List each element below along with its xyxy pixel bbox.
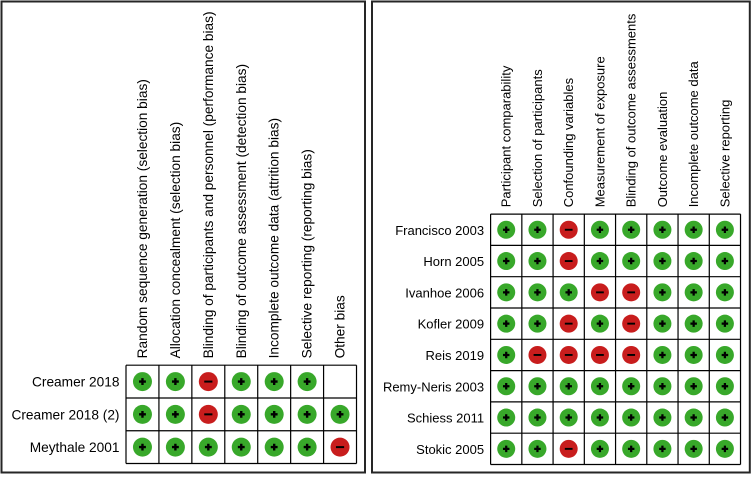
svg-text:Ivanhoe 2006: Ivanhoe 2006 xyxy=(405,285,484,300)
svg-text:Blinding of participants and p: Blinding of participants and personnel (… xyxy=(201,11,216,358)
svg-text:Blinding of outcome assessment: Blinding of outcome assessment (detectio… xyxy=(234,64,249,358)
svg-text:Schiess 2011: Schiess 2011 xyxy=(407,411,484,426)
svg-text:Reis 2019: Reis 2019 xyxy=(426,348,485,363)
svg-text:Remy-Neris 2003: Remy-Neris 2003 xyxy=(383,379,484,394)
svg-text:Horn 2005: Horn 2005 xyxy=(423,254,484,269)
svg-text:Selective reporting: Selective reporting xyxy=(717,100,732,208)
svg-text:Creamer 2018 (2): Creamer 2018 (2) xyxy=(11,407,119,422)
svg-text:Allocation concealment (select: Allocation concealment (selection bias) xyxy=(168,122,183,359)
svg-text:Participant comparability: Participant comparability xyxy=(499,65,514,207)
svg-text:Meythale 2001: Meythale 2001 xyxy=(30,440,120,455)
svg-text:Stokic 2005: Stokic 2005 xyxy=(416,442,484,457)
svg-text:Blinding of outcome assessment: Blinding of outcome assessments xyxy=(624,13,639,207)
svg-text:Selective reporting (reporting: Selective reporting (reporting bias) xyxy=(300,149,315,358)
svg-text:Confounding variables: Confounding variables xyxy=(561,77,576,207)
svg-text:Creamer 2018: Creamer 2018 xyxy=(32,375,120,390)
svg-text:Selection of participants: Selection of participants xyxy=(530,69,545,208)
svg-text:Kofler 2009: Kofler 2009 xyxy=(418,317,485,332)
svg-text:Francisco 2003: Francisco 2003 xyxy=(395,223,484,238)
svg-text:Incomplete outcome data (attri: Incomplete outcome data (attrition bias) xyxy=(267,118,282,358)
svg-text:Other bias: Other bias xyxy=(333,295,348,358)
svg-text:Measurement of exposure: Measurement of exposure xyxy=(592,56,607,207)
svg-text:Incomplete outcome data: Incomplete outcome data xyxy=(686,61,701,208)
svg-text:Outcome evaluation: Outcome evaluation xyxy=(655,92,670,208)
svg-text:Random sequence generation (se: Random sequence generation (selection bi… xyxy=(135,79,150,358)
